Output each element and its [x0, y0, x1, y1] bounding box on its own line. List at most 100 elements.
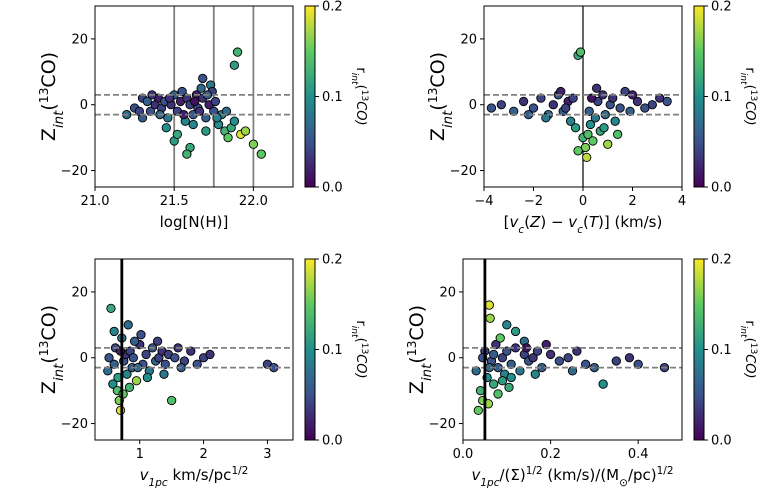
- colorbar-label: rint(13CO): [349, 67, 369, 125]
- x-tick-label: 4: [678, 194, 686, 209]
- axes-frame: [94, 258, 294, 441]
- x-tick-label: 0: [579, 194, 587, 209]
- data-point: [229, 116, 240, 126]
- data-point: [599, 123, 609, 133]
- colorbar-tick-label: 0.0: [322, 181, 343, 196]
- data-point: [545, 349, 556, 360]
- data-point: [541, 339, 551, 350]
- y-tick-label: 20: [71, 285, 88, 300]
- data-point: [624, 353, 635, 363]
- data-point: [123, 320, 133, 330]
- data-point: [615, 103, 625, 113]
- data-point: [142, 96, 152, 107]
- data-point: [475, 385, 486, 396]
- data-point: [613, 129, 623, 139]
- data-point: [256, 149, 266, 159]
- data-point: [603, 139, 613, 149]
- colorbar-label: rint(13CO): [349, 320, 369, 378]
- data-point: [186, 346, 196, 356]
- colorbar: [693, 5, 705, 188]
- data-point: [506, 359, 516, 369]
- data-point: [104, 353, 114, 363]
- data-point: [145, 106, 156, 116]
- data-point: [561, 103, 571, 113]
- colorbar-tick-label: 0.1: [711, 343, 732, 358]
- x-tick-label: 1: [136, 447, 144, 462]
- data-point: [580, 359, 591, 369]
- data-point: [509, 106, 519, 116]
- data-point: [504, 382, 514, 392]
- data-point: [554, 356, 565, 366]
- colorbar-label: rint(13CO): [738, 67, 758, 125]
- x-axis-label: v1pc km/s/pc1/2: [140, 465, 249, 489]
- data-point: [142, 372, 153, 383]
- data-point: [633, 359, 643, 369]
- data-point: [188, 119, 198, 130]
- y-tick-label: 0: [448, 351, 456, 366]
- y-tick-label: −20: [450, 164, 477, 179]
- y-tick-label: 0: [469, 98, 477, 113]
- x-tick-label: −4: [474, 194, 493, 209]
- data-point: [232, 47, 243, 57]
- data-point: [563, 353, 573, 363]
- data-point: [129, 336, 140, 346]
- data-point: [223, 132, 233, 143]
- data-point: [573, 146, 583, 156]
- data-point: [582, 152, 592, 163]
- colorbar-tick-label: 0.2: [322, 0, 343, 15]
- data-point: [106, 303, 116, 314]
- data-point: [205, 349, 215, 360]
- data-point: [248, 139, 259, 149]
- data-point: [124, 382, 135, 392]
- data-point: [528, 103, 539, 113]
- data-point: [568, 93, 578, 103]
- y-tick-label: −20: [61, 417, 88, 432]
- data-point: [201, 126, 211, 136]
- data-point: [212, 113, 222, 123]
- colorbar: [693, 258, 705, 441]
- data-point: [567, 366, 578, 376]
- colorbar-tick-label: 0.1: [322, 90, 343, 105]
- data-point: [610, 116, 620, 126]
- data-point: [556, 86, 566, 97]
- y-tick-label: 20: [439, 285, 456, 300]
- data-point: [608, 93, 618, 103]
- data-point: [182, 149, 192, 159]
- colorbar-tick-label: 0.1: [711, 90, 732, 105]
- data-point: [496, 100, 506, 110]
- x-tick-label: 0.4: [628, 447, 649, 462]
- data-point: [541, 113, 551, 123]
- data-point: [471, 366, 481, 376]
- panel-p1: 21.0 21.5 22.0 −20 0 20 log[N(H)] Zint(13CO) 0.0…: [37, 0, 369, 231]
- data-point: [548, 100, 558, 110]
- data-point: [572, 346, 582, 356]
- data-point: [163, 113, 173, 123]
- y-tick-label: −20: [429, 417, 456, 432]
- data-point: [134, 106, 145, 116]
- data-point: [484, 300, 494, 310]
- colorbar-label: rint(13CO): [738, 320, 758, 378]
- x-tick-label: 2: [628, 194, 636, 209]
- x-axis-label: v1pc/(Σ)1/2 (km/s)/(M⊙/pc)1/2: [471, 465, 673, 489]
- data-point: [590, 113, 601, 123]
- axes-frame: [462, 258, 683, 441]
- data-point: [192, 359, 202, 369]
- data-point: [103, 366, 113, 376]
- data-point: [229, 60, 240, 70]
- colorbar-tick-label: 0.2: [711, 0, 732, 15]
- y-tick-label: 0: [80, 98, 88, 113]
- data-point: [486, 103, 497, 113]
- data-point: [166, 395, 177, 406]
- data-point: [177, 86, 187, 97]
- y-tick-label: 0: [80, 351, 88, 366]
- colorbar-tick-label: 0.2: [711, 253, 732, 268]
- plot-area: [484, 6, 682, 187]
- colorbar-tick-label: 0.0: [711, 181, 732, 196]
- data-point: [583, 129, 593, 139]
- data-point: [164, 93, 175, 103]
- data-point: [190, 96, 200, 107]
- x-tick-label: −2: [524, 194, 543, 209]
- data-point: [502, 320, 512, 330]
- data-point: [528, 353, 538, 363]
